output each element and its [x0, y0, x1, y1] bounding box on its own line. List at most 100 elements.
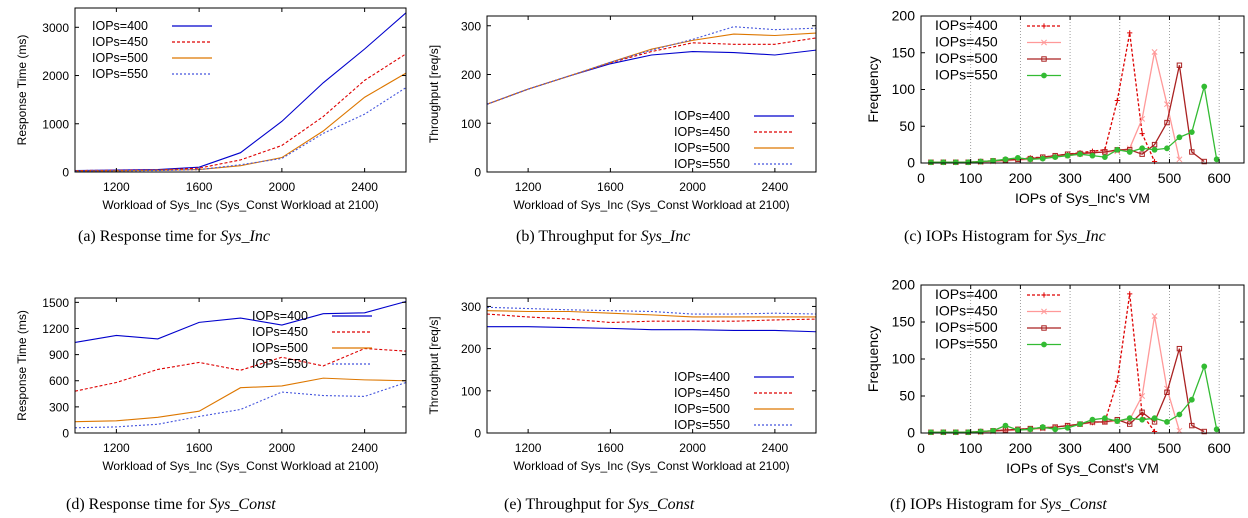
series-line	[74, 87, 407, 172]
legend-marker	[1041, 56, 1047, 62]
data-point	[1201, 363, 1208, 370]
caption-d: (d) Response time for Sys_Const	[66, 496, 276, 513]
y-tick-label: 0	[907, 155, 915, 171]
x-tick-label: 200	[1009, 170, 1033, 186]
legend-label: IOPs=400	[935, 286, 998, 302]
data-point	[940, 429, 947, 436]
x-tick-label: 2400	[351, 441, 378, 455]
series-line	[930, 86, 1218, 163]
series-iops-550	[928, 83, 1220, 166]
x-axis-label: IOPs of Sys_Const's VM	[1006, 460, 1159, 476]
legend-label: IOPs=450	[92, 35, 148, 49]
y-tick-label: 100	[892, 81, 916, 97]
legend-marker	[1041, 341, 1047, 348]
data-point	[1164, 419, 1170, 425]
data-point	[1102, 149, 1108, 155]
series-line	[74, 381, 407, 429]
x-tick-label: 1200	[515, 441, 542, 455]
x-tick-label: 200	[1009, 440, 1033, 456]
series-iops-500	[486, 32, 817, 105]
series-line	[74, 300, 407, 343]
y-tick-label: 0	[62, 427, 69, 441]
x-tick-label: 1200	[103, 441, 130, 455]
data-point	[1039, 424, 1046, 430]
chart-iops-histogram-sys-inc: 0 100 200 300 400 500 600 0 50 100 150 200 IOPs of S…	[865, 8, 1245, 206]
legend: IOPs=400 IOPs=450 IOPs=500 IOPs=550	[92, 19, 212, 81]
y-tick-label: 50	[899, 388, 915, 404]
data-point	[1176, 134, 1183, 141]
chart-throughput-sys-inc: 1200 1600 2000 2400 0 100 200 300 Workload of Sy…	[427, 15, 817, 212]
data-point	[990, 157, 996, 164]
data-point	[1139, 145, 1146, 152]
plot-frame	[486, 297, 817, 434]
legend-marker	[1041, 325, 1047, 331]
y-tick-label: 200	[892, 8, 916, 24]
y-tick-label: 50	[899, 118, 915, 134]
data-point	[1201, 428, 1207, 435]
data-point	[952, 159, 959, 166]
caption-b: (b) Throughput for Sys_Inc	[516, 228, 691, 245]
data-point	[1188, 129, 1195, 136]
legend-label: IOPs=550	[92, 67, 148, 81]
x-tick-label: 1200	[515, 180, 542, 194]
series-iops-400	[487, 326, 817, 333]
data-point	[1027, 156, 1034, 163]
x-tick-label: 500	[1158, 170, 1182, 186]
y-axis-label: Throughput [req/s]	[427, 316, 441, 414]
y-axis-label: Frequency	[865, 326, 881, 392]
y-tick-label: 0	[474, 427, 481, 441]
series-line	[486, 37, 817, 105]
data-point	[1201, 83, 1208, 90]
y-axis-label: Response Time (ms)	[15, 35, 29, 146]
y-tick-label: 900	[49, 348, 69, 362]
series-line	[74, 347, 407, 392]
series-iops-550	[486, 26, 817, 105]
data-point	[1015, 154, 1021, 161]
legend-label: IOPs=400	[674, 109, 730, 123]
data-point	[1052, 426, 1059, 433]
legend-label: IOPs=550	[674, 418, 730, 432]
y-tick-label: 2000	[42, 69, 69, 83]
data-point	[1126, 149, 1133, 155]
legend-label: IOPs=450	[252, 325, 308, 339]
panel-c: 0 100 200 300 400 500 600 0 50 100 150 200 IOPs of S…	[832, 0, 1248, 259]
legend-label: IOPs=550	[935, 336, 998, 352]
legend-label: IOPs=400	[92, 19, 148, 33]
series-line	[487, 326, 817, 333]
legend-label: IOPs=450	[674, 386, 730, 400]
y-tick-label: 3000	[42, 21, 69, 35]
y-tick-label: 150	[892, 314, 916, 330]
x-tick-label: 1200	[103, 180, 130, 194]
panel-f: 0 100 200 300 400 500 600 0 50 100 150 200 IOPs of S…	[832, 268, 1248, 518]
x-tick-label: 1600	[186, 441, 213, 455]
x-tick-label: 100	[959, 440, 983, 456]
data-point	[1127, 291, 1133, 297]
y-axis-label: Response Time (ms)	[15, 310, 29, 421]
legend-label: IOPs=550	[674, 157, 730, 171]
data-point	[1064, 152, 1071, 159]
data-point	[1213, 156, 1220, 163]
plot-frame	[486, 15, 817, 173]
series-line	[74, 72, 407, 172]
legend-marker	[1041, 308, 1047, 315]
data-point	[1164, 389, 1170, 395]
series-iops-450	[486, 37, 817, 105]
data-point	[1077, 421, 1083, 428]
y-tick-label: 600	[49, 374, 69, 388]
x-tick-label: 100	[959, 170, 983, 186]
legend: IOPs=400 IOPs=450 IOPs=500 IOPs=550	[674, 109, 794, 171]
data-point	[1151, 141, 1158, 148]
chart-iops-histogram-sys-const: 0 100 200 300 400 500 600 0 50 100 150 200 IOPs of S…	[865, 277, 1245, 476]
plot-frame	[74, 7, 407, 173]
y-tick-label: 200	[892, 277, 916, 293]
legend-label: IOPs=400	[252, 309, 308, 323]
y-tick-label: 0	[62, 166, 69, 180]
data-point	[1189, 422, 1195, 429]
x-tick-label: 1600	[597, 180, 624, 194]
series-iops-550	[486, 306, 817, 315]
legend-label: IOPs=450	[674, 125, 730, 139]
data-point	[1151, 313, 1158, 320]
data-point	[1164, 145, 1170, 152]
data-point	[1164, 119, 1170, 126]
legend-label: IOPs=500	[935, 319, 998, 335]
